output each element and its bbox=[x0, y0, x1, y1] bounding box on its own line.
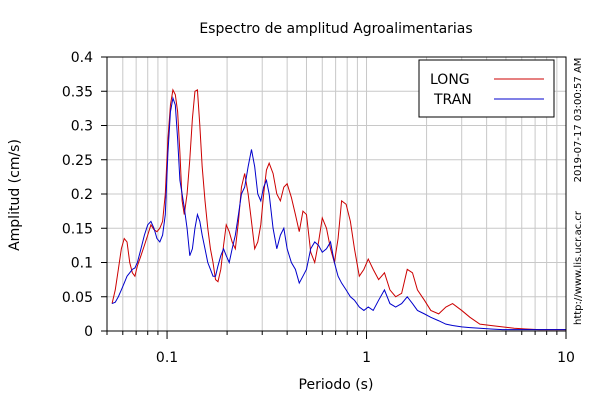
y-tick-label: 0.35 bbox=[62, 84, 93, 100]
x-axis: 0.1 1 10 bbox=[106, 331, 575, 366]
series-line-long bbox=[111, 88, 566, 331]
source-url-label: http://www.lis.ucr.ac.cr bbox=[573, 210, 584, 325]
x-tick-label: 0.1 bbox=[156, 350, 178, 366]
y-tick-label: 0.3 bbox=[71, 119, 93, 135]
y-tick-label: 0.15 bbox=[62, 221, 93, 237]
legend-label-tran: TRAN bbox=[433, 92, 472, 108]
series-layer bbox=[111, 88, 566, 331]
grid-lines bbox=[106, 56, 567, 332]
legend: LONG TRAN bbox=[418, 59, 555, 118]
y-axis: 0 0.05 0.1 0.15 0.2 0.25 0.3 0.35 0.4 bbox=[62, 50, 107, 340]
x-axis-label: Periodo (s) bbox=[299, 377, 374, 393]
chart-title: Espectro de amplitud Agroalimentarias bbox=[199, 21, 472, 37]
x-tick-label: 10 bbox=[557, 350, 575, 366]
y-axis-label: Amplitud (cm/s) bbox=[7, 139, 23, 251]
legend-label-long: LONG bbox=[430, 72, 470, 88]
y-tick-label: 0.05 bbox=[62, 290, 93, 306]
series-line-tran bbox=[111, 96, 566, 331]
y-tick-label: 0.25 bbox=[62, 153, 93, 169]
x-tick-label: 1 bbox=[362, 350, 371, 366]
y-tick-label: 0.2 bbox=[71, 187, 93, 203]
timestamp-label: 2019-07-17 03:00:57 AM bbox=[573, 58, 584, 183]
y-tick-label: 0.1 bbox=[71, 256, 93, 272]
legend-box bbox=[418, 59, 555, 118]
y-tick-label: 0 bbox=[84, 324, 93, 340]
y-tick-label: 0.4 bbox=[71, 50, 93, 66]
